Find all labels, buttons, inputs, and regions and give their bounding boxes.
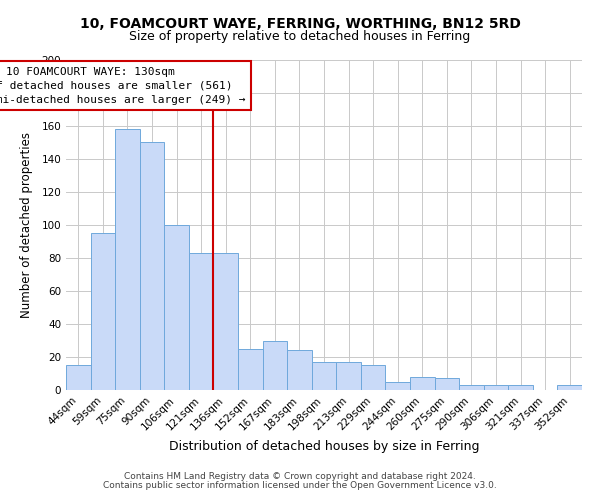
Bar <box>164 225 189 390</box>
Bar <box>66 365 91 390</box>
Text: 10, FOAMCOURT WAYE, FERRING, WORTHING, BN12 5RD: 10, FOAMCOURT WAYE, FERRING, WORTHING, B… <box>80 18 520 32</box>
X-axis label: Distribution of detached houses by size in Ferring: Distribution of detached houses by size … <box>169 440 479 453</box>
Text: Contains HM Land Registry data © Crown copyright and database right 2024.: Contains HM Land Registry data © Crown c… <box>124 472 476 481</box>
Text: Contains public sector information licensed under the Open Government Licence v3: Contains public sector information licen… <box>103 481 497 490</box>
Bar <box>214 253 238 390</box>
Bar <box>484 385 508 390</box>
Bar <box>508 385 533 390</box>
Bar <box>238 349 263 390</box>
Text: Size of property relative to detached houses in Ferring: Size of property relative to detached ho… <box>130 30 470 43</box>
Text: 10 FOAMCOURT WAYE: 130sqm
← 69% of detached houses are smaller (561)
31% of semi: 10 FOAMCOURT WAYE: 130sqm ← 69% of detac… <box>0 66 246 104</box>
Bar <box>434 378 459 390</box>
Bar <box>287 350 312 390</box>
Bar <box>385 382 410 390</box>
Bar <box>115 130 140 390</box>
Y-axis label: Number of detached properties: Number of detached properties <box>20 132 33 318</box>
Bar <box>361 365 385 390</box>
Bar <box>140 142 164 390</box>
Bar <box>312 362 336 390</box>
Bar <box>557 385 582 390</box>
Bar <box>263 340 287 390</box>
Bar <box>410 377 434 390</box>
Bar <box>189 253 214 390</box>
Bar <box>336 362 361 390</box>
Bar <box>91 233 115 390</box>
Bar <box>459 385 484 390</box>
